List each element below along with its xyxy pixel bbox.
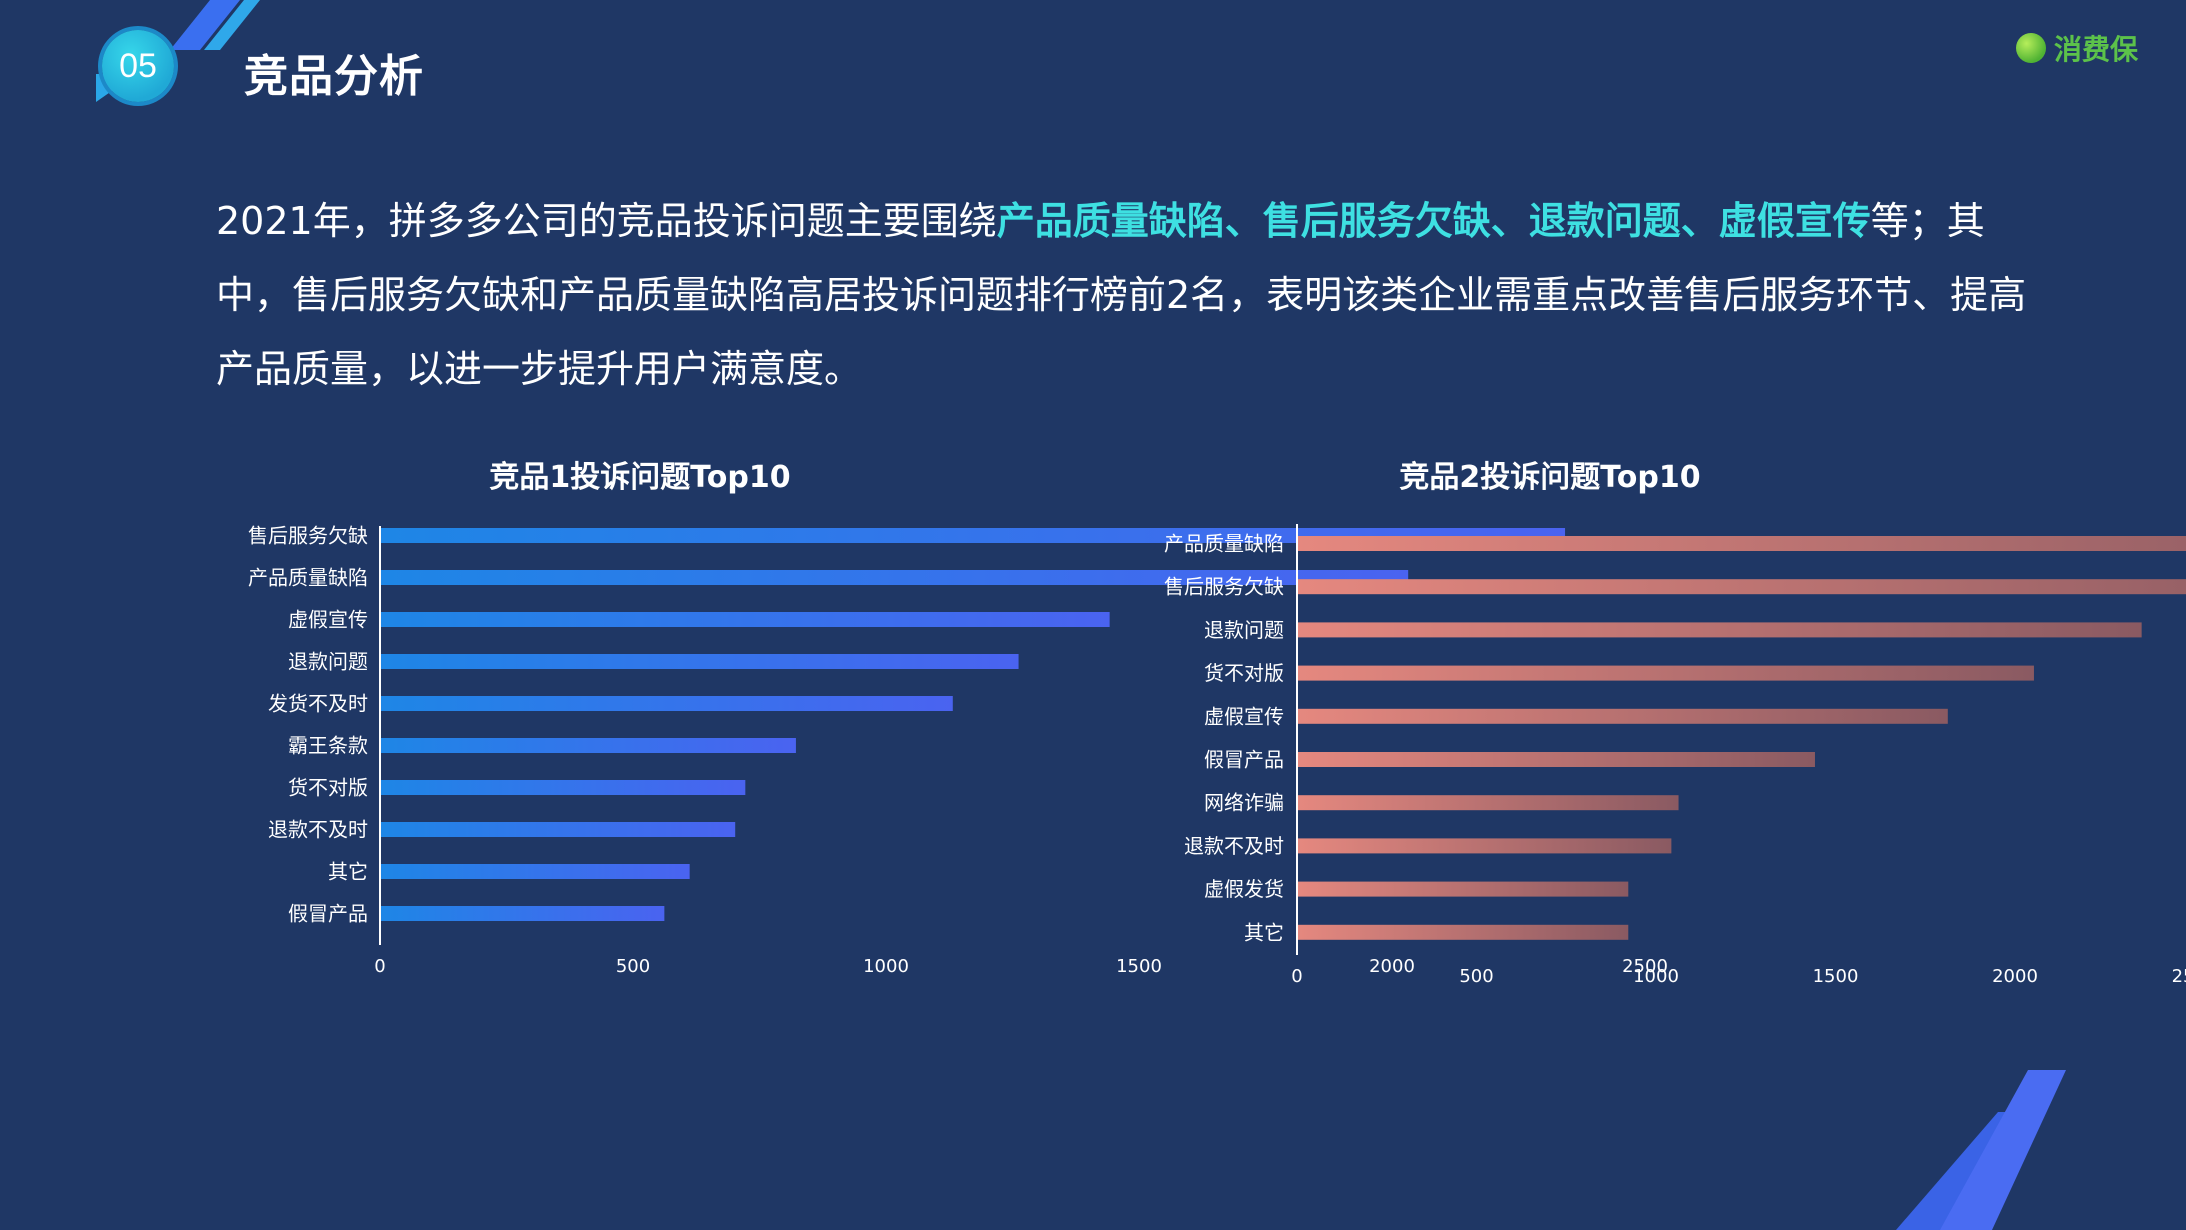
chart2-x-tick-label: 0 [1291, 966, 1302, 987]
header-stripes [170, 0, 260, 50]
chart2-category-label: 退款不及时 [1184, 834, 1284, 858]
logo-text: 消费保 [2054, 33, 2139, 66]
chart1-bar [381, 780, 746, 795]
chart1-bar [381, 906, 665, 921]
chart1-x-tick-label: 0 [374, 956, 385, 977]
logo-leaf-icon [2016, 33, 2046, 63]
chart1-x-tick-label: 500 [616, 956, 650, 977]
chart2-bar [1298, 838, 1672, 854]
chart2-category-label: 货不对版 [1204, 661, 1284, 685]
brand-logo: 消费保 [2016, 28, 2138, 68]
chart2-category-label: 产品质量缺陷 [1164, 532, 1284, 556]
chart1-category-label: 虚假宣传 [288, 608, 368, 632]
chart2-x-tick-label: 2000 [1992, 966, 2038, 987]
chart2-bar [1298, 795, 1679, 811]
chart1-title: 竞品1投诉问题Top10 [489, 460, 791, 495]
chart2-x-tick-label: 2500 [2172, 966, 2186, 987]
chart1-bar [381, 864, 690, 879]
chart1-category-label: 产品质量缺陷 [248, 566, 368, 590]
intro-highlight: 产品质量缺陷、售后服务欠缺、退款问题、虚假宣传 [996, 199, 1871, 243]
chart2-category-label: 虚假宣传 [1204, 704, 1284, 728]
chart2-bar [1298, 924, 1629, 940]
chart1-bar [381, 654, 1019, 669]
chart1-bar [381, 696, 953, 711]
chart1-bar [381, 738, 796, 753]
chart1-x-tick-label: 1000 [863, 956, 909, 977]
page-title: 竞品分析 [244, 51, 424, 102]
chart2-category-label: 虚假发货 [1204, 877, 1284, 901]
chart1-bar [381, 528, 1566, 543]
chart2-category-label: 网络诈骗 [1204, 791, 1284, 815]
chart1-x-tick-label: 2000 [1369, 956, 1415, 977]
chart2-bar [1298, 536, 2186, 551]
chart2-bar [1298, 579, 2186, 595]
chart1-plot: 售后服务欠缺产品质量缺陷虚假宣传退款问题发货不及时霸王条款货不对版退款不及时其它… [248, 524, 1668, 978]
chart1-category-label: 霸王条款 [288, 734, 368, 758]
chart1-category-label: 退款问题 [288, 650, 368, 674]
chart1-category-label: 货不对版 [288, 776, 368, 800]
chart2-category-label: 退款问题 [1204, 618, 1284, 642]
chart2-category-label: 假冒产品 [1204, 748, 1284, 772]
chart2-x-tick-label: 1500 [1813, 966, 1859, 987]
chart2-bar [1298, 881, 1629, 897]
chart2-x-tick-label: 1000 [1633, 966, 1679, 987]
corner-stripes [1896, 1070, 2066, 1230]
chart1-category-label: 假冒产品 [288, 902, 368, 926]
chart1-category-label: 退款不及时 [268, 818, 368, 842]
chart2-bar [1298, 708, 1948, 724]
chart1-bar [381, 612, 1110, 627]
intro-paragraph: 2021年，拼多多公司的竞品投诉问题主要围绕产品质量缺陷、售后服务欠缺、退款问题… [216, 184, 2056, 406]
chart2-plot: 产品质量缺陷售后服务欠缺退款问题货不对版虚假宣传假冒产品网络诈骗退款不及时虚假发… [1164, 524, 2186, 987]
chart1-x-tick-label: 2500 [1622, 956, 1668, 977]
chart2-category-label: 售后服务欠缺 [1164, 575, 1284, 599]
intro-text-part1: 2021年，拼多多公司的竞品投诉问题主要围绕 [216, 199, 997, 243]
chart1-x-tick-label: 1500 [1116, 956, 1162, 977]
intro-text-part2: 等；其中，售后服务欠缺和产品质量缺陷高居投诉问题排行榜前2名，表明该类企业需重点… [216, 199, 2027, 391]
section-number-badge: 05 [102, 30, 174, 102]
chart1-bar [381, 822, 736, 837]
chart2-bar [1298, 665, 2034, 681]
chart1-category-label: 售后服务欠缺 [248, 524, 368, 548]
chart1-bar [381, 570, 1409, 585]
chart1-category-label: 其它 [328, 860, 368, 884]
chart2-bar [1298, 752, 1815, 767]
chart2-title: 竞品2投诉问题Top10 [1399, 460, 1701, 495]
chart2-category-label: 其它 [1244, 920, 1284, 944]
chart2-x-tick-label: 500 [1459, 966, 1493, 987]
chart2-bar [1298, 622, 2142, 638]
chart1-category-label: 发货不及时 [268, 692, 368, 716]
